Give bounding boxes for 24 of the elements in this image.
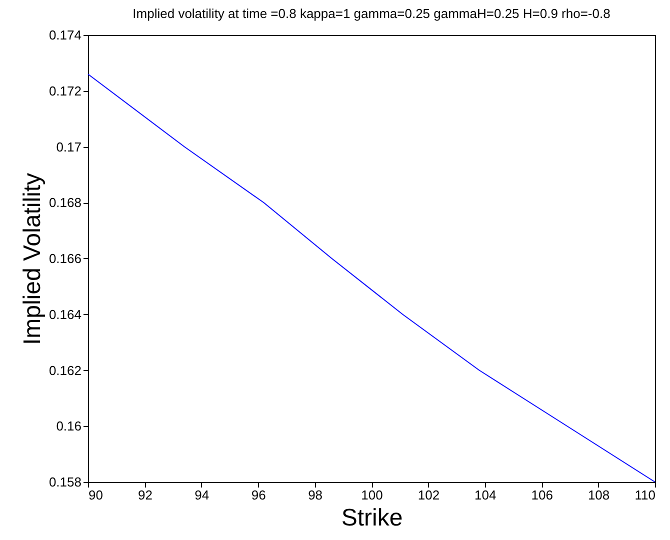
x-tick-label: 100 [361, 488, 383, 502]
x-tick-label: 110 [634, 488, 656, 502]
x-axis-title: Strike [341, 504, 403, 532]
y-tick-label: 0.166 [48, 251, 82, 266]
x-tick-label: 102 [418, 488, 440, 502]
x-tick-label: 104 [474, 488, 496, 502]
chart-title: Implied volatility at time =0.8 kappa=1 gamma=0.25 gammaH=0.25 H=0.9 rho=-0.8 [132, 6, 610, 21]
y-tick-label: 0.174 [48, 28, 82, 42]
y-tick-label: 0.162 [48, 362, 82, 378]
x-tick-label: 90 [88, 488, 103, 502]
x-tick-label: 108 [588, 488, 610, 502]
x-tick-label: 98 [308, 488, 323, 502]
x-tick-label: 96 [251, 488, 266, 502]
line-series [88, 74, 656, 482]
x-tick-label: 94 [194, 488, 210, 502]
y-tick-label: 0.17 [56, 139, 82, 154]
x-tick-label: 92 [138, 488, 152, 502]
y-tick-label: 0.168 [48, 195, 82, 210]
y-tick-label: 0.172 [48, 83, 82, 98]
y-axis-title: Implied Volatility [18, 172, 46, 346]
y-tick-label: 0.164 [48, 306, 82, 322]
y-tick-label: 0.16 [56, 418, 82, 434]
y-tick-label: 0.158 [48, 474, 82, 490]
x-tick-label: 106 [531, 488, 553, 502]
